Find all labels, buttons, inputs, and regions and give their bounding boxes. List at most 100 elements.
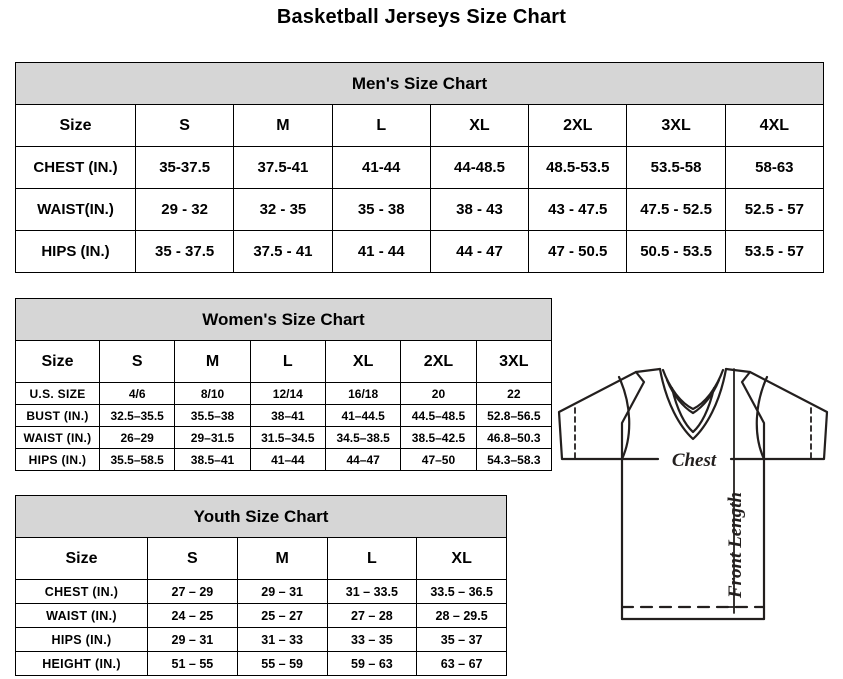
table-cell: 24 – 25	[147, 603, 238, 628]
table-cell: 47–50	[400, 448, 477, 471]
womens-header-cell: Size	[15, 340, 100, 383]
table-cell: 38 - 43	[429, 188, 530, 231]
table-cell: 26–29	[98, 426, 176, 449]
table-cell: 35.5–58.5	[98, 448, 176, 471]
table-cell: 25 – 27	[236, 603, 328, 628]
table-cell: 50.5 - 53.5	[626, 230, 726, 273]
womens-size-chart-table: Women's Size Chart Size S M L XL 2XL 3XL…	[15, 298, 553, 471]
table-cell: 47.5 - 52.5	[626, 188, 726, 231]
table-cell: 55 – 59	[236, 651, 328, 676]
table-cell: 46.8–50.3	[475, 426, 553, 449]
page-title: Basketball Jerseys Size Chart	[276, 6, 567, 28]
table-row: CHEST (IN.) 27 – 29 29 – 31 31 – 33.5 33…	[15, 579, 507, 604]
table-cell: 35.5–38	[174, 404, 251, 427]
womens-table-body: Women's Size Chart Size S M L XL 2XL 3XL…	[15, 298, 553, 471]
mens-header-cell: 4XL	[724, 104, 825, 147]
table-cell: 44–47	[324, 448, 402, 471]
youth-header-cell: Size	[15, 537, 148, 580]
table-cell: 28 – 29.5	[416, 603, 507, 628]
chest-measure-label: Chest	[672, 450, 717, 471]
womens-header-row: Size S M L XL 2XL 3XL	[15, 340, 553, 383]
table-cell: 41–44	[249, 448, 326, 471]
table-cell: 32.5–35.5	[98, 404, 176, 427]
row-label: HIPS (IN.)	[15, 627, 148, 652]
table-cell: 41–44.5	[324, 404, 402, 427]
table-cell: 12/14	[249, 382, 326, 405]
table-cell: 29 – 31	[236, 579, 328, 604]
womens-header-cell: L	[249, 340, 326, 383]
mens-header-cell: S	[134, 104, 235, 147]
youth-header-cell: S	[147, 537, 238, 580]
table-row: HIPS (IN.) 35 - 37.5 37.5 - 41 41 - 44 4…	[15, 230, 825, 273]
row-label: U.S. SIZE	[15, 382, 100, 405]
youth-header-cell: L	[326, 537, 418, 580]
table-cell: 41-44	[331, 146, 431, 189]
table-cell: 16/18	[324, 382, 402, 405]
row-label: HIPS (IN.)	[15, 448, 100, 471]
table-cell: 53.5 - 57	[724, 230, 825, 273]
table-cell: 59 – 63	[326, 651, 418, 676]
table-cell: 4/6	[98, 382, 176, 405]
table-cell: 51 – 55	[147, 651, 238, 676]
table-cell: 33 – 35	[326, 627, 418, 652]
youth-header-row: Size S M L XL	[15, 537, 507, 580]
table-cell: 29 - 32	[134, 188, 235, 231]
table-cell: 35 – 37	[416, 627, 507, 652]
table-cell: 58-63	[724, 146, 825, 189]
womens-header-cell: S	[98, 340, 176, 383]
mens-header-cell: 2XL	[528, 104, 628, 147]
table-cell: 38–41	[249, 404, 326, 427]
table-cell: 54.3–58.3	[475, 448, 553, 471]
table-cell: 38.5–41	[174, 448, 251, 471]
table-cell: 8/10	[174, 382, 251, 405]
table-cell: 29 – 31	[147, 627, 238, 652]
table-cell: 53.5-58	[626, 146, 726, 189]
table-cell: 33.5 – 36.5	[416, 579, 507, 604]
youth-size-chart-table: Youth Size Chart Size S M L XL CHEST (IN…	[15, 495, 507, 676]
table-cell: 37.5-41	[233, 146, 333, 189]
table-row: BUST (IN.) 32.5–35.5 35.5–38 38–41 41–44…	[15, 404, 553, 427]
table-cell: 20	[400, 382, 477, 405]
youth-table-body: Youth Size Chart Size S M L XL CHEST (IN…	[15, 495, 507, 676]
mens-header-cell: Size	[15, 104, 136, 147]
mens-header-cell: 3XL	[626, 104, 726, 147]
table-row: CHEST (IN.) 35-37.5 37.5-41 41-44 44-48.…	[15, 146, 825, 189]
table-cell: 38.5–42.5	[400, 426, 477, 449]
mens-title-row: Men's Size Chart	[15, 62, 824, 105]
row-label: CHEST (IN.)	[15, 146, 136, 189]
table-cell: 43 - 47.5	[528, 188, 628, 231]
youth-title-row: Youth Size Chart	[15, 495, 507, 538]
row-label: CHEST (IN.)	[15, 579, 148, 604]
table-cell: 35-37.5	[134, 146, 235, 189]
table-cell: 44 - 47	[429, 230, 530, 273]
table-cell: 34.5–38.5	[324, 426, 402, 449]
mens-size-chart-table: Men's Size Chart Size S M L XL 2XL 3XL 4…	[15, 62, 825, 273]
table-cell: 27 – 28	[326, 603, 418, 628]
table-cell: 31.5–34.5	[249, 426, 326, 449]
table-cell: 35 - 37.5	[134, 230, 235, 273]
youth-header-cell: XL	[416, 537, 507, 580]
table-cell: 52.5 - 57	[724, 188, 825, 231]
row-label: WAIST (IN.)	[15, 426, 100, 449]
table-cell: 22	[475, 382, 553, 405]
table-cell: 41 - 44	[331, 230, 431, 273]
table-row: HIPS (IN.) 35.5–58.5 38.5–41 41–44 44–47…	[15, 448, 553, 471]
table-row: WAIST(IN.) 29 - 32 32 - 35 35 - 38 38 - …	[15, 188, 825, 231]
table-cell: 44-48.5	[429, 146, 530, 189]
table-cell: 48.5-53.5	[528, 146, 628, 189]
table-cell: 52.8–56.5	[475, 404, 553, 427]
womens-header-cell: 2XL	[400, 340, 477, 383]
mens-header-cell: L	[331, 104, 431, 147]
mens-table-body: Men's Size Chart Size S M L XL 2XL 3XL 4…	[15, 62, 825, 273]
womens-header-cell: XL	[324, 340, 402, 383]
row-label: HIPS (IN.)	[15, 230, 136, 273]
womens-header-cell: 3XL	[475, 340, 553, 383]
womens-title-row: Women's Size Chart	[15, 298, 552, 341]
table-cell: 31 – 33.5	[326, 579, 418, 604]
table-row: HIPS (IN.) 29 – 31 31 – 33 33 – 35 35 – …	[15, 627, 507, 652]
table-cell: 37.5 - 41	[233, 230, 333, 273]
row-label: WAIST(IN.)	[15, 188, 136, 231]
table-row: WAIST (IN.) 24 – 25 25 – 27 27 – 28 28 –…	[15, 603, 507, 628]
row-label: WAIST (IN.)	[15, 603, 148, 628]
mens-header-row: Size S M L XL 2XL 3XL 4XL	[15, 104, 825, 147]
